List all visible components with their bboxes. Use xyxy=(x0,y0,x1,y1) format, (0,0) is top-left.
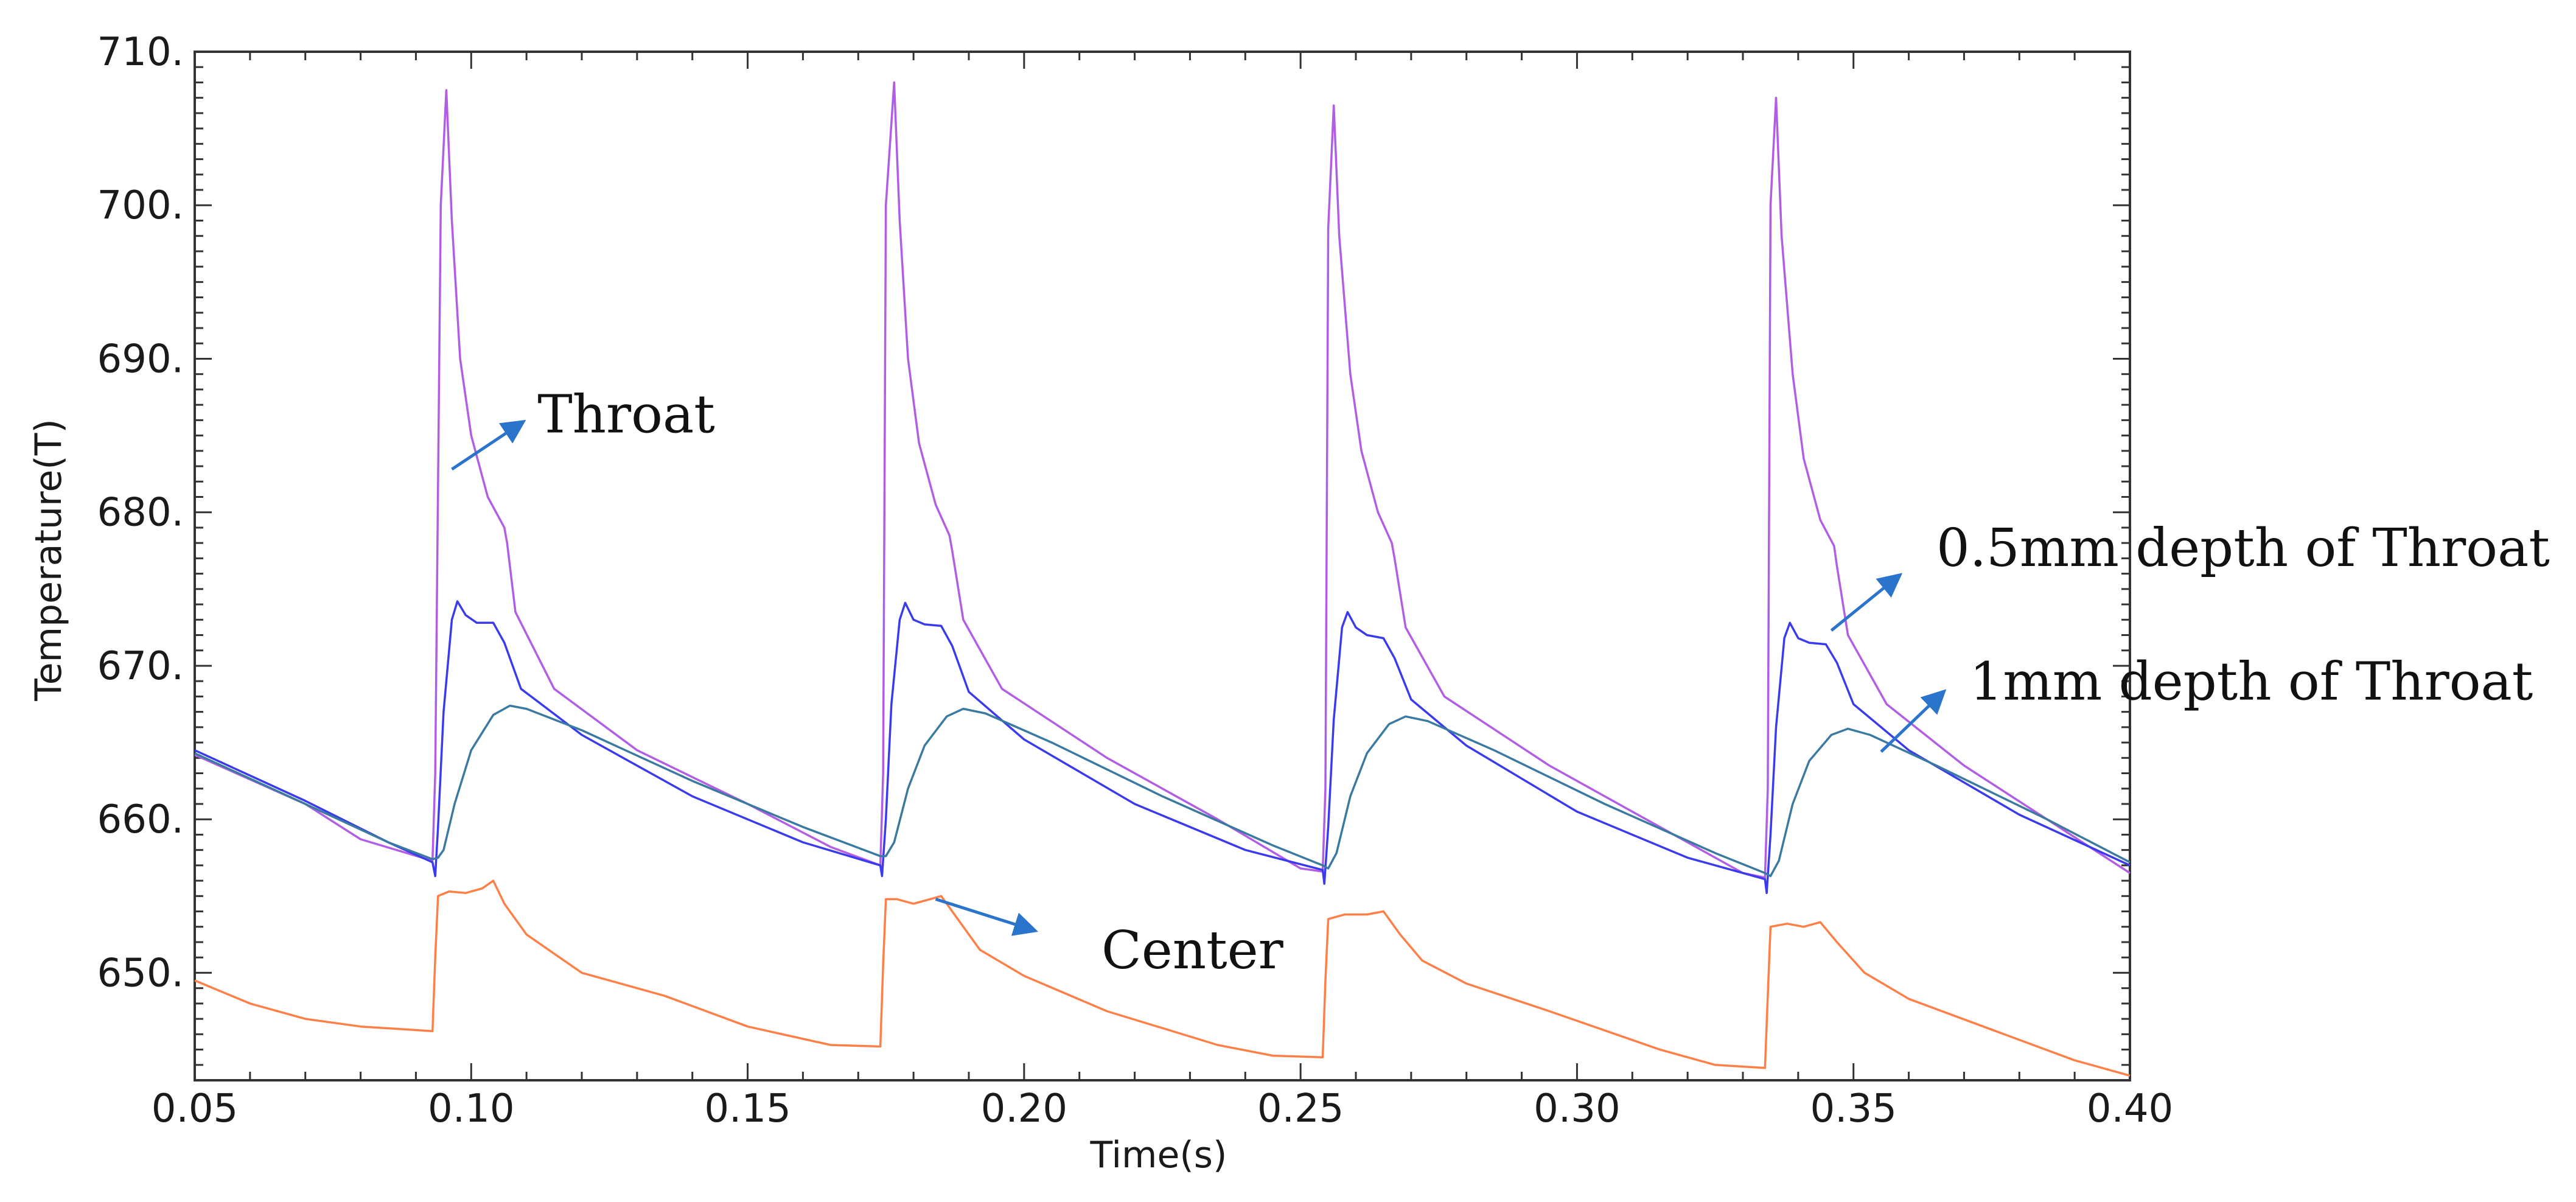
x-tick-label: 0.35 xyxy=(1810,1086,1897,1131)
annotation-label: Throat xyxy=(537,385,714,446)
x-tick-label: 0.30 xyxy=(1534,1086,1621,1131)
x-tick-label: 0.15 xyxy=(704,1086,791,1131)
y-tick-label: 650. xyxy=(97,951,184,996)
x-tick-label: 0.25 xyxy=(1257,1086,1344,1131)
series-line-center xyxy=(194,879,2131,1077)
series-line-throat xyxy=(194,81,2131,879)
x-tick-label: 0.20 xyxy=(981,1086,1068,1131)
annotation-label: 0.5mm depth of Throat xyxy=(1936,518,2550,579)
series-line-1mm-depth-of-throat xyxy=(194,704,2131,878)
y-tick-label: 670. xyxy=(97,644,184,689)
series-layer xyxy=(194,81,2131,1077)
annotation-label: Center xyxy=(1101,920,1284,981)
annotation-arrow xyxy=(451,419,526,471)
annotation-arrow xyxy=(1830,573,1903,632)
y-tick-label: 690. xyxy=(97,337,184,382)
annotation-label: 1mm depth of Throat xyxy=(1970,651,2533,712)
x-tick-label: 0.05 xyxy=(152,1086,239,1131)
annotation-arrow xyxy=(935,897,1039,936)
x-tick-label: 0.10 xyxy=(428,1086,515,1131)
y-tick-label: 700. xyxy=(97,183,184,228)
y-tick-label: 680. xyxy=(97,491,184,536)
y-axis-title: Temperature(T) xyxy=(27,419,70,702)
y-axis: 650. 660. 670. 680. 690. 700. 710. xyxy=(97,30,2130,1081)
x-axis-title: Time(s) xyxy=(1090,1134,1227,1176)
series-line-0-5mm-depth-of-throat xyxy=(194,600,2131,895)
y-tick-label: 710. xyxy=(97,30,184,75)
x-tick-label: 0.40 xyxy=(2087,1086,2174,1131)
plot-area-border xyxy=(194,51,2131,1081)
annotation-arrow xyxy=(1880,689,1947,753)
y-tick-label: 660. xyxy=(97,797,184,842)
annotation-layer: Throat 0.5mm depth of Throat 1mm depth of … xyxy=(451,385,2550,981)
plot-frame xyxy=(194,51,2131,1081)
x-axis: 0.05 0.10 0.15 0.20 0.25 0.30 0.35 0.40 xyxy=(152,52,2174,1131)
